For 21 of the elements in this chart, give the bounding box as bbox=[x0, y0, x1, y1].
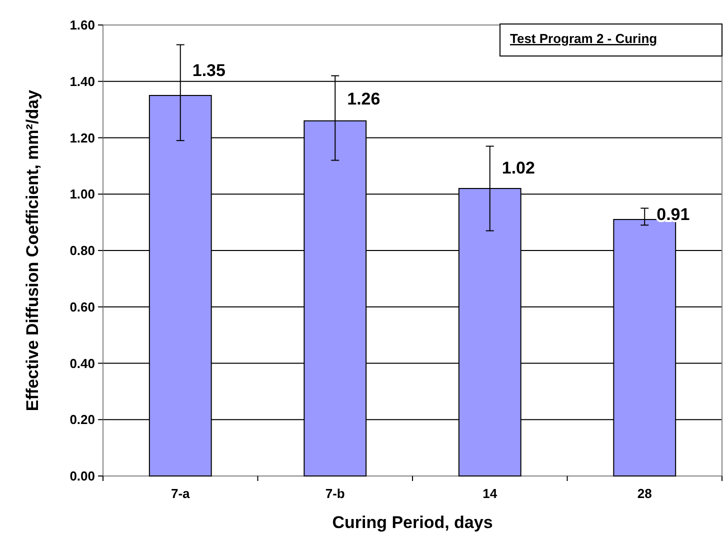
data-label: 1.02 bbox=[502, 158, 535, 178]
y-tick-label: 1.60 bbox=[70, 18, 95, 33]
note-box: Test Program 2 - Curing bbox=[500, 24, 722, 56]
y-axis-title: Effective Diffusion Coefficient, mm²/day bbox=[23, 89, 42, 412]
x-axis-title: Curing Period, days bbox=[332, 513, 493, 532]
y-tick-label: 0.20 bbox=[70, 412, 95, 428]
y-tick-label: 0.40 bbox=[70, 356, 95, 371]
x-tick-label: 7-a bbox=[170, 486, 191, 501]
y-tick-label: 1.20 bbox=[70, 130, 95, 146]
y-tick-label: 1.00 bbox=[70, 186, 95, 202]
data-label: 1.26 bbox=[347, 89, 380, 108]
data-label: 0.91 bbox=[656, 204, 690, 224]
y-tick-label: 1.40 bbox=[70, 74, 95, 89]
x-tick-label: 14 bbox=[482, 486, 498, 501]
y-tick-label: 0.00 bbox=[70, 468, 95, 484]
y-tick-label: 0.80 bbox=[70, 243, 95, 258]
annotation: Test Program 2 - Curing bbox=[510, 31, 658, 46]
data-label: 1.35 bbox=[192, 61, 226, 80]
x-tick-label: 28 bbox=[637, 486, 652, 501]
x-tick-label: 7-b bbox=[325, 486, 345, 501]
y-tick-label: 0.60 bbox=[70, 299, 95, 314]
